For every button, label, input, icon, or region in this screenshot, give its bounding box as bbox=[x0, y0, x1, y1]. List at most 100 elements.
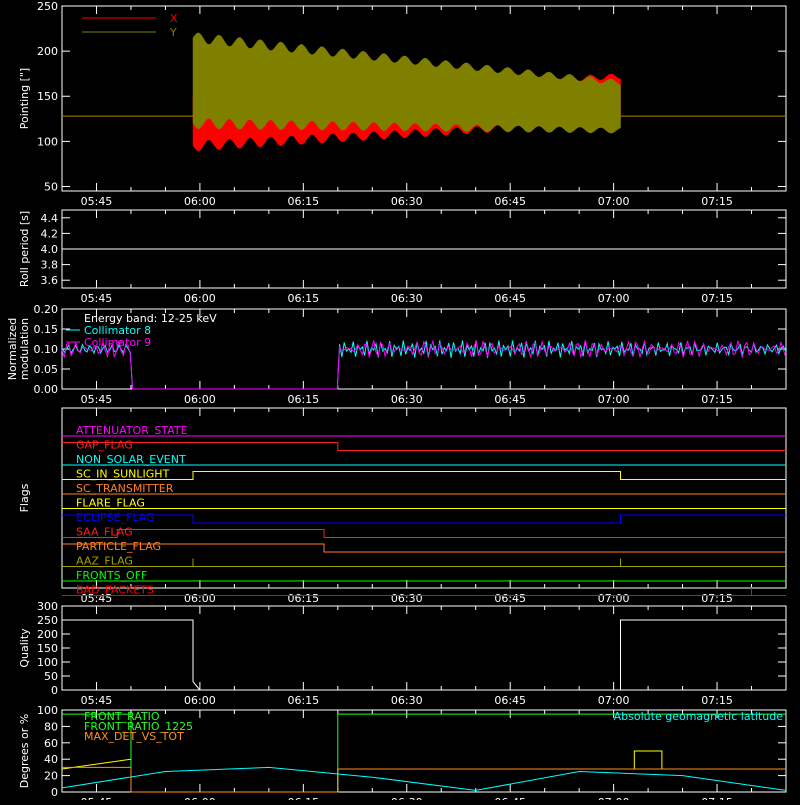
quality-xtick-label: 06:15 bbox=[287, 694, 319, 707]
quality-ytick-label: 50 bbox=[44, 670, 58, 683]
flag-line-particle-flag bbox=[62, 543, 786, 553]
legend-label-front-ratio: FRONT_RATIO bbox=[84, 710, 160, 723]
roll-xtick-label: 06:45 bbox=[494, 292, 526, 305]
quality-ytick-label: 300 bbox=[37, 600, 58, 613]
modulation-xtick-label: 07:15 bbox=[701, 393, 733, 406]
degrees-line-absolute-geomagnetic-latitude bbox=[61, 766, 787, 791]
roll-ytick-label: 3.8 bbox=[41, 259, 59, 272]
modulation-xtick-label: 06:15 bbox=[287, 393, 319, 406]
quality-ytick-label: 200 bbox=[37, 628, 58, 641]
degrees-ytick-label: 0 bbox=[51, 786, 58, 799]
degrees-ytick-label: 20 bbox=[44, 770, 58, 783]
collimator-9-line bbox=[61, 339, 787, 390]
roll-xtick-label: 06:30 bbox=[391, 292, 423, 305]
pointing-xtick-label: 07:15 bbox=[701, 195, 733, 208]
roll-ytick-label: 4.4 bbox=[41, 212, 59, 225]
flag-label-fronts-off: FRONTS_OFF bbox=[76, 569, 147, 582]
degrees-axes-frame bbox=[61, 709, 787, 793]
collimator-8-line bbox=[61, 340, 787, 390]
roll-xtick-label: 07:15 bbox=[701, 292, 733, 305]
degrees-xtick-label: 05:45 bbox=[81, 796, 113, 800]
flag-label-attenuator-state: ATTENUATOR_STATE bbox=[76, 424, 188, 437]
flag-line-eclipse-flag bbox=[62, 514, 786, 524]
roll-ylabel: Roll period [s] bbox=[18, 211, 31, 287]
modulation-ytick-label: 0.00 bbox=[34, 383, 59, 396]
roll-xtick-label: 07:00 bbox=[598, 292, 630, 305]
modulation-xtick-label: 06:30 bbox=[391, 393, 423, 406]
pointing-xtick-label: 07:00 bbox=[598, 195, 630, 208]
flag-line-bad-packets bbox=[62, 587, 786, 596]
flag-label-sc-in-sunlight: SC_IN_SUNLIGHT bbox=[76, 468, 170, 481]
modulation-xtick-label: 07:00 bbox=[598, 393, 630, 406]
degrees-xtick-label: 06:00 bbox=[184, 796, 216, 800]
quality-line bbox=[62, 619, 786, 691]
modulation-ytick-label: 0.10 bbox=[34, 343, 59, 356]
roll-ytick-label: 4.2 bbox=[41, 227, 59, 240]
flag-line-gap-flag bbox=[62, 442, 786, 451]
pointing-ytick-label: 200 bbox=[37, 45, 58, 58]
roll-xtick-label: 06:00 bbox=[184, 292, 216, 305]
flags-xtick-label: 07:15 bbox=[701, 592, 733, 605]
pointing-ytick-label: 250 bbox=[37, 0, 58, 13]
modulation-xtick-label: 06:00 bbox=[184, 393, 216, 406]
legend-label-max-det-vs-tot: MAX_DET_VS_TOT bbox=[84, 730, 184, 743]
quality-xtick-label: 06:30 bbox=[391, 694, 423, 707]
pointing-xtick-label: 06:30 bbox=[391, 195, 423, 208]
modulation-xtick-label: 05:45 bbox=[81, 393, 113, 406]
flags-xtick-label: 07:00 bbox=[598, 592, 630, 605]
legend-label-front-ratio-1225: FRONT_RATIO_1225 bbox=[84, 720, 193, 733]
degrees-line-max-det-vs-tot bbox=[62, 766, 786, 793]
pointing-axes-frame bbox=[61, 5, 787, 192]
flag-label-aaz-flag: AAZ_FLAG bbox=[76, 555, 133, 568]
roll-ytick-label: 4.0 bbox=[41, 243, 59, 256]
modulation-ylabel: Normalized bbox=[6, 318, 19, 380]
modulation-ytick-label: 0.05 bbox=[34, 363, 59, 376]
pointing-ytick-label: 150 bbox=[37, 90, 58, 103]
degrees-ytick-label: 100 bbox=[37, 704, 58, 717]
legend-label-geomagnetic-latitude: Absolute geomagnetic latitude bbox=[614, 710, 784, 723]
legend-label-x: X bbox=[170, 12, 178, 25]
modulation-annotation: Energy band: 12-25 keV bbox=[84, 312, 217, 325]
modulation-ytick-label: 0.15 bbox=[34, 323, 59, 336]
pointing-xtick-label: 05:45 bbox=[81, 195, 113, 208]
flag-label-bad-packets: BAD_PACKETS bbox=[76, 584, 154, 597]
quality-xtick-label: 05:45 bbox=[81, 694, 113, 707]
flags-xtick-label: 06:30 bbox=[391, 592, 423, 605]
flag-label-sc-transmitter: SC_TRANSMITTER bbox=[76, 482, 174, 495]
quality-axes-frame bbox=[61, 605, 787, 691]
pointing-xtick-label: 06:00 bbox=[184, 195, 216, 208]
legend-label-y: Y bbox=[169, 26, 177, 39]
flag-line-aaz-flag bbox=[62, 558, 786, 567]
degrees-ytick-label: 80 bbox=[44, 720, 58, 733]
legend-label-collimator-8: Collimator 8 bbox=[84, 324, 151, 337]
degrees-xtick-label: 07:15 bbox=[701, 796, 733, 800]
flag-label-flare-flag: FLARE_FLAG bbox=[76, 497, 145, 510]
quality-xtick-label: 06:00 bbox=[184, 694, 216, 707]
pointing-ylabel: Pointing ["] bbox=[18, 68, 31, 129]
degrees-xtick-label: 06:45 bbox=[494, 796, 526, 800]
pointing-xtick-label: 06:15 bbox=[287, 195, 319, 208]
roll-xtick-label: 06:15 bbox=[287, 292, 319, 305]
flag-label-gap-flag: GAP_FLAG bbox=[76, 439, 133, 452]
roll-xtick-label: 05:45 bbox=[81, 292, 113, 305]
quality-ylabel: Quality bbox=[18, 628, 31, 668]
flags-xtick-label: 06:15 bbox=[287, 592, 319, 605]
pointing-ytick-label: 50 bbox=[44, 180, 58, 193]
degrees-xtick-label: 06:15 bbox=[287, 796, 319, 800]
degrees-ytick-label: 60 bbox=[44, 737, 58, 750]
degrees-xtick-label: 06:30 bbox=[391, 796, 423, 800]
quality-ytick-label: 250 bbox=[37, 614, 58, 627]
modulation-xtick-label: 06:45 bbox=[494, 393, 526, 406]
flag-label-eclipse-flag: ECLIPSE_FLAG bbox=[76, 511, 155, 524]
flag-line-sc-in-sunlight bbox=[62, 471, 786, 480]
degrees-ylabel: Degrees or % bbox=[18, 714, 31, 788]
flag-line-saa-flag bbox=[62, 529, 786, 538]
roll-ytick-label: 3.6 bbox=[41, 274, 59, 287]
pointing-ytick-label: 100 bbox=[37, 135, 58, 148]
pointing-xtick-label: 06:45 bbox=[494, 195, 526, 208]
flag-label-particle-flag: PARTICLE_FLAG bbox=[76, 540, 161, 553]
flags-xtick-label: 06:00 bbox=[184, 592, 216, 605]
degrees-xtick-label: 07:00 bbox=[598, 796, 630, 800]
modulation-ylabel: modulation bbox=[18, 318, 31, 380]
